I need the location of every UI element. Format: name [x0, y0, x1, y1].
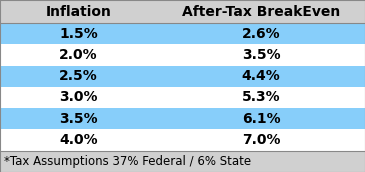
Bar — [0, 0, 365, 23]
Text: 4.0%: 4.0% — [59, 133, 98, 147]
Text: 2.6%: 2.6% — [242, 27, 280, 41]
Bar — [0, 150, 365, 172]
Bar — [0, 108, 365, 129]
Text: 2.0%: 2.0% — [59, 48, 98, 62]
Text: 5.3%: 5.3% — [242, 90, 280, 104]
Text: 1.5%: 1.5% — [59, 27, 98, 41]
Text: 7.0%: 7.0% — [242, 133, 280, 147]
Bar — [0, 44, 365, 66]
Text: 3.5%: 3.5% — [242, 48, 280, 62]
Text: Inflation: Inflation — [46, 5, 111, 19]
Bar — [0, 66, 365, 87]
Text: After-Tax BreakEven: After-Tax BreakEven — [182, 5, 340, 19]
Bar — [0, 129, 365, 150]
Text: 3.0%: 3.0% — [59, 90, 98, 104]
Text: 6.1%: 6.1% — [242, 112, 280, 126]
Bar — [0, 23, 365, 44]
Text: 3.5%: 3.5% — [59, 112, 98, 126]
Text: 4.4%: 4.4% — [242, 69, 280, 83]
Bar — [0, 87, 365, 108]
Text: 2.5%: 2.5% — [59, 69, 98, 83]
Text: *Tax Assumptions 37% Federal / 6% State: *Tax Assumptions 37% Federal / 6% State — [4, 155, 251, 168]
